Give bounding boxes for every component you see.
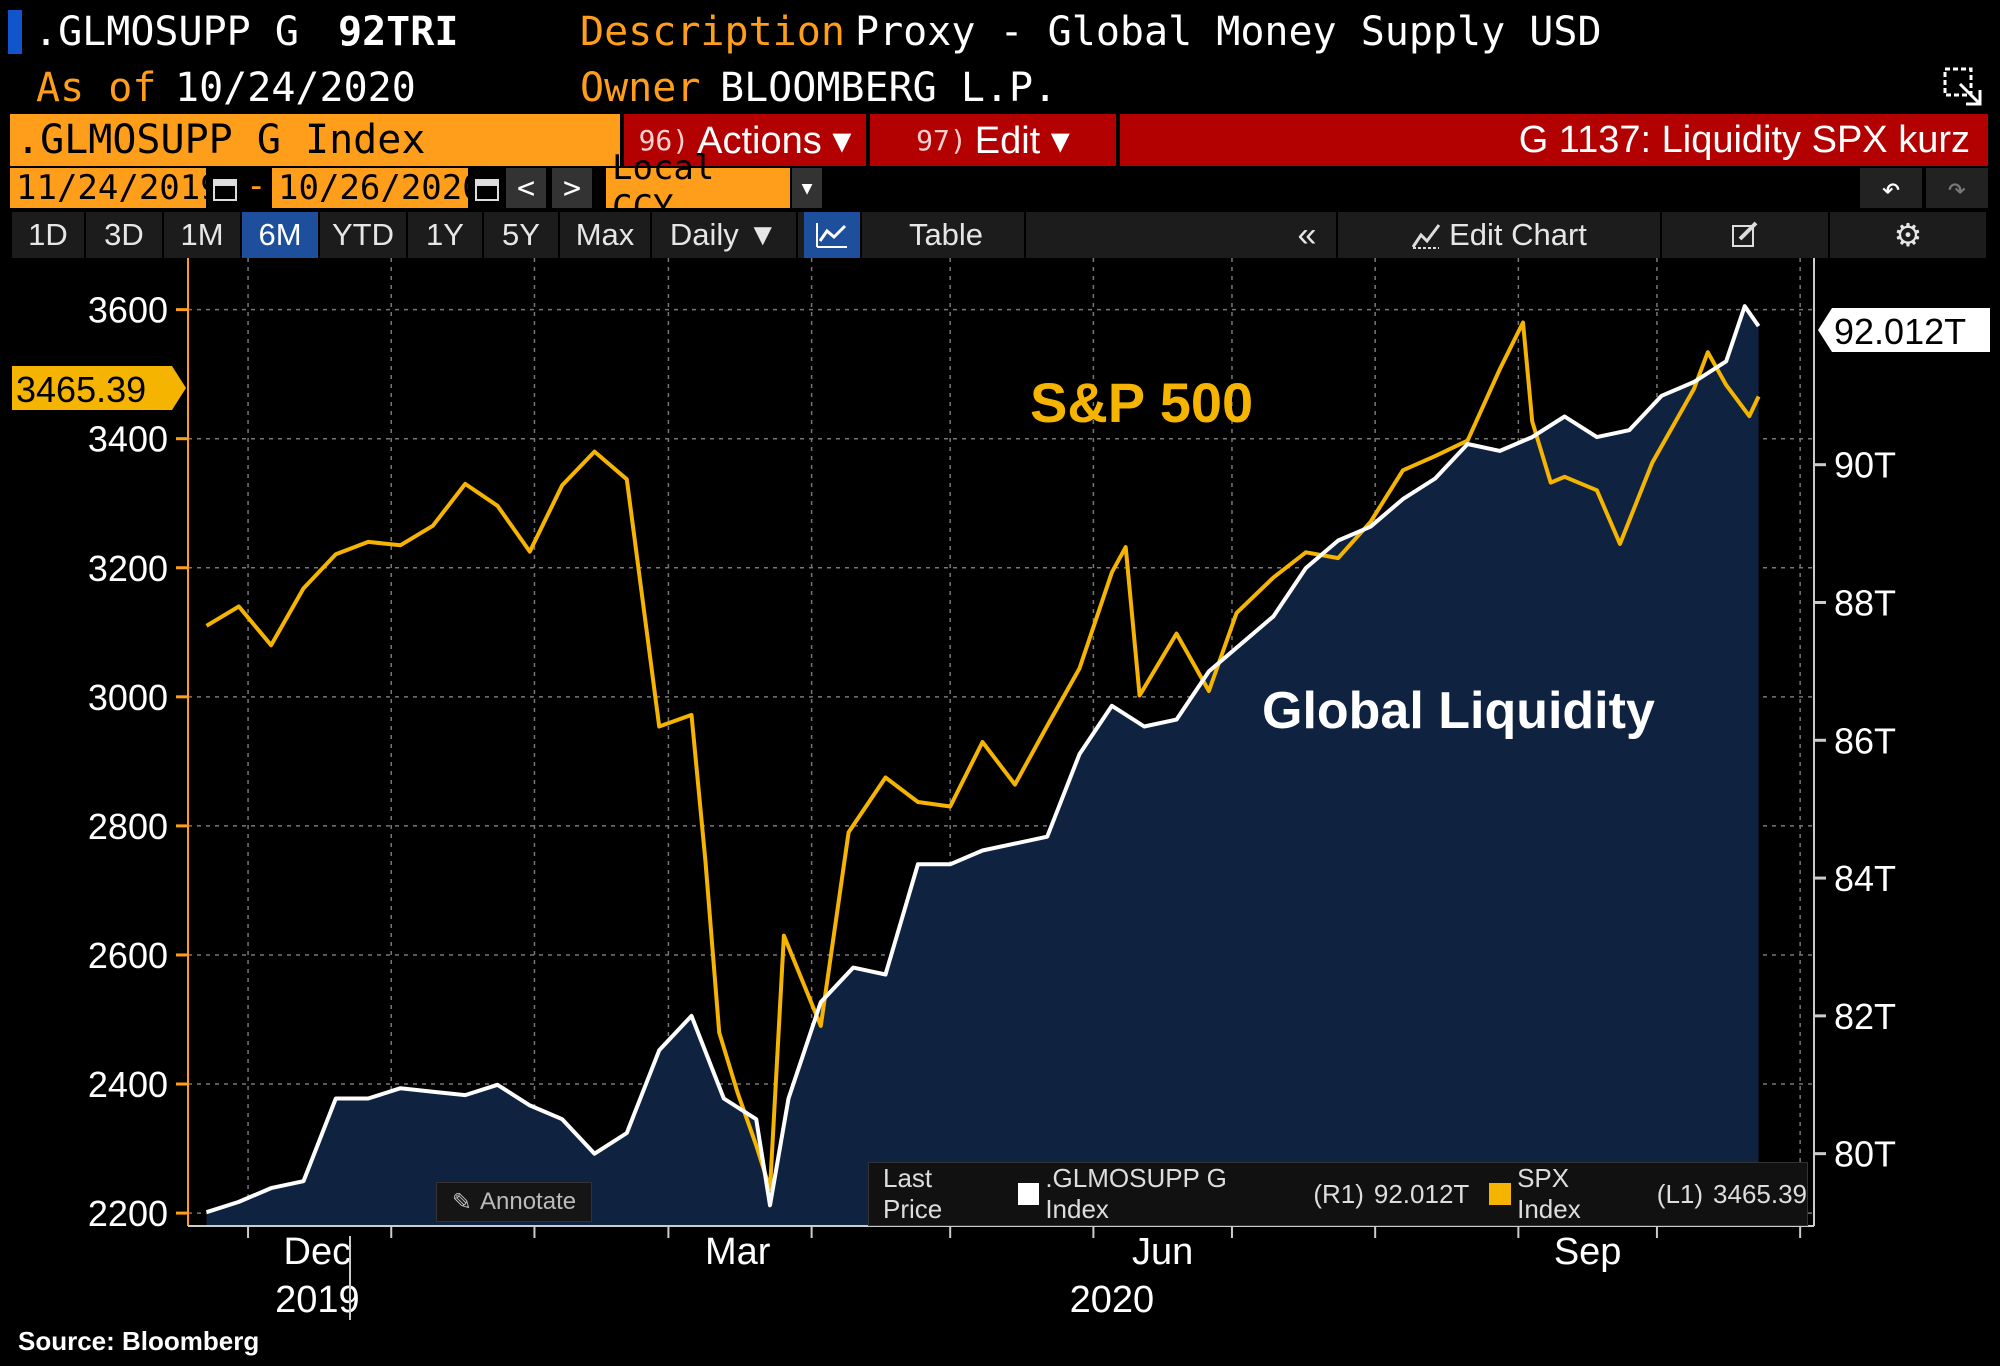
- edit-chart-icon: [1411, 224, 1441, 249]
- right-tick-label: 84T: [1834, 858, 1896, 899]
- line-chart-icon[interactable]: [804, 212, 862, 258]
- right-axis: 80T 82T 84T 86T 88T 90T: [1814, 445, 1896, 1175]
- x-axis: Dec Mar Jun Sep 2019 2020: [247, 1226, 1802, 1321]
- last-value-left: 3465.39: [16, 369, 146, 410]
- security-field[interactable]: .GLMOSUPP G Index: [10, 114, 620, 166]
- owner-label: Owner: [580, 65, 701, 111]
- x-year-label: 2019: [275, 1279, 360, 1321]
- settings-gear-icon[interactable]: ⚙: [1830, 212, 1988, 258]
- description-label: Description: [580, 9, 845, 55]
- ticker: .GLMOSUPP G: [34, 9, 299, 55]
- annotate-pen-icon[interactable]: [1662, 212, 1830, 258]
- left-tick-label: 2200: [88, 1193, 168, 1234]
- spx-annotation: S&P 500: [1030, 371, 1253, 434]
- annotate-button[interactable]: ✎ Annotate: [436, 1182, 592, 1222]
- left-tick-label: 2600: [88, 935, 168, 976]
- x-tick-label: Mar: [705, 1231, 771, 1273]
- ticker-value: 92TRI: [338, 9, 459, 55]
- security-marker: [8, 10, 22, 54]
- liquidity-area: [206, 306, 1759, 1226]
- frequency-select[interactable]: Daily ▼: [652, 212, 798, 258]
- period-1y[interactable]: 1Y: [408, 212, 484, 258]
- liquidity-swatch: [1017, 1183, 1040, 1205]
- pencil-icon: ✎: [451, 1188, 472, 1216]
- last-value-right-badge: 92.012T: [1818, 308, 1990, 352]
- spx-line: [205, 320, 1761, 1192]
- x-year-label: 2020: [1070, 1279, 1155, 1321]
- period-1m[interactable]: 1M: [164, 212, 242, 258]
- right-tick-label: 86T: [1834, 720, 1896, 761]
- description: Proxy - Global Money Supply USD: [855, 9, 1602, 55]
- calendar-icon[interactable]: [472, 172, 502, 204]
- source-note: Source: Bloomberg: [18, 1326, 260, 1356]
- undo-icon[interactable]: ↶: [1860, 168, 1922, 208]
- left-axis: 2200 2400 2600 2800 3000 3200 3400 3600: [88, 290, 188, 1234]
- spx-swatch: [1489, 1183, 1512, 1205]
- calendar-icon[interactable]: [210, 172, 240, 204]
- period-3d[interactable]: 3D: [86, 212, 164, 258]
- edit-chart-button[interactable]: Edit Chart: [1338, 212, 1662, 258]
- end-date-field[interactable]: 10/26/2020: [272, 168, 483, 208]
- x-tick-label: Dec: [284, 1231, 352, 1273]
- popout-icon[interactable]: [1942, 66, 1984, 108]
- chart-toolbar: 1D 3D 1M 6M YTD 1Y 5Y Max Daily ▼ Table …: [12, 212, 1988, 258]
- last-value-left-badge: 3465.39: [12, 366, 186, 410]
- period-ytd[interactable]: YTD: [320, 212, 408, 258]
- period-1d[interactable]: 1D: [12, 212, 86, 258]
- start-date-field[interactable]: 11/24/2019: [10, 168, 221, 208]
- right-tick-label: 80T: [1834, 1134, 1896, 1175]
- prev-period-button[interactable]: <: [506, 168, 546, 208]
- x-tick-label: Sep: [1554, 1231, 1622, 1273]
- period-5y[interactable]: 5Y: [484, 212, 560, 258]
- redo-icon[interactable]: ↷: [1926, 168, 1988, 208]
- edit-button[interactable]: 97) Edit ▾: [870, 114, 1116, 166]
- left-tick-label: 3200: [88, 548, 168, 589]
- left-tick-label: 2800: [88, 806, 168, 847]
- period-6m[interactable]: 6M: [242, 212, 320, 258]
- actions-button[interactable]: 96) Actions ▾: [624, 114, 866, 166]
- last-value-right: 92.012T: [1834, 311, 1966, 352]
- left-tick-label: 2400: [88, 1064, 168, 1105]
- chart-name: G 1137: Liquidity SPX kurz: [1120, 114, 1988, 166]
- collapse-icon[interactable]: «: [1278, 212, 1338, 258]
- period-max[interactable]: Max: [560, 212, 652, 258]
- right-tick-label: 82T: [1834, 996, 1896, 1037]
- left-tick-label: 3000: [88, 677, 168, 718]
- owner: BLOOMBERG L.P.: [720, 65, 1058, 111]
- legend: Last Price .GLMOSUPP G Index (R1) 92.012…: [868, 1162, 1808, 1226]
- currency-dropdown-icon[interactable]: ▼: [792, 168, 822, 208]
- x-tick-label: Jun: [1132, 1231, 1193, 1273]
- left-tick-label: 3600: [88, 290, 168, 331]
- right-tick-label: 88T: [1834, 582, 1896, 623]
- left-tick-label: 3400: [88, 419, 168, 460]
- table-button[interactable]: Table: [868, 212, 1026, 258]
- right-tick-label: 90T: [1834, 445, 1896, 486]
- date-dash: -: [246, 166, 267, 206]
- liquidity-line: [205, 304, 1761, 1215]
- as-of-date: 10/24/2020: [175, 65, 416, 111]
- liquidity-annotation: Global Liquidity: [1262, 682, 1655, 740]
- as-of-label: As of: [36, 65, 157, 111]
- next-period-button[interactable]: >: [552, 168, 592, 208]
